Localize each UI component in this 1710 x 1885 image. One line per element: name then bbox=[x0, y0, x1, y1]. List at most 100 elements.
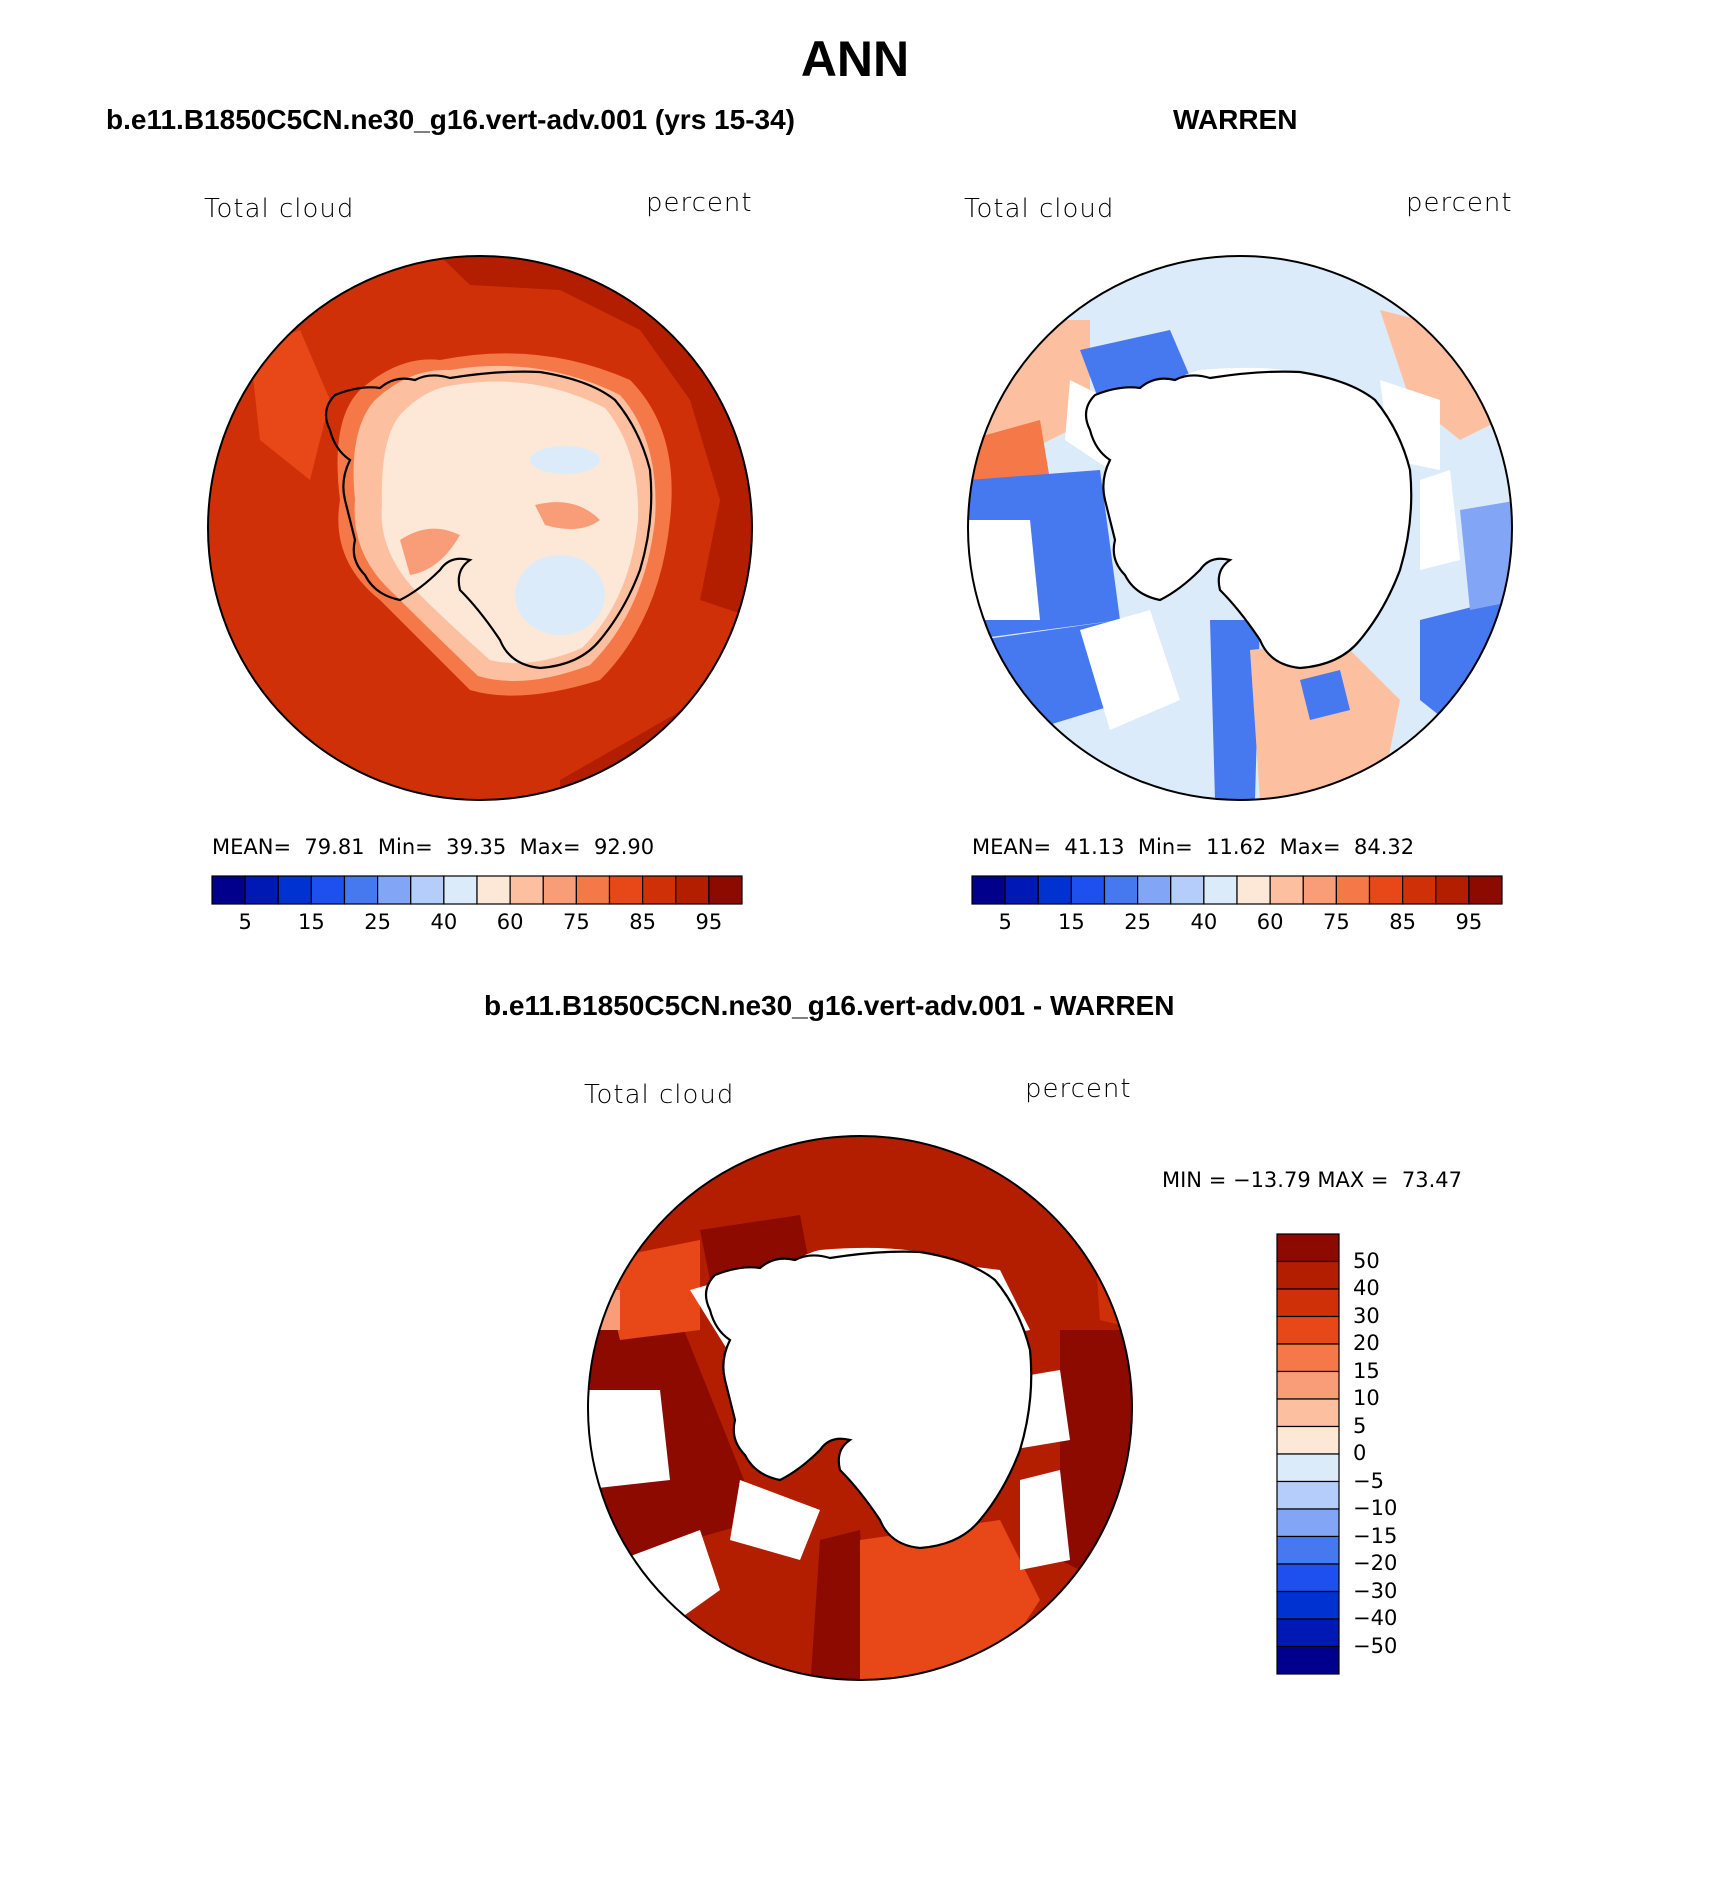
colorbar-tick-label: 0 bbox=[1353, 1441, 1367, 1465]
panel2-map-border bbox=[967, 255, 1513, 801]
colorbar-box bbox=[310, 875, 346, 905]
panel3-units-label: percent bbox=[1025, 1074, 1132, 1104]
colorbar-tick-label: 95 bbox=[695, 910, 723, 934]
panel1-case-title: b.e11.B1850C5CN.ne30_g16.vert-adv.001 (y… bbox=[106, 104, 795, 135]
colorbar-tick-label: 30 bbox=[1353, 1303, 1380, 1328]
colorbar-box bbox=[1368, 875, 1404, 905]
colorbar-box bbox=[1269, 875, 1304, 905]
colorbar-box bbox=[708, 875, 743, 905]
panel1-stats: MEAN= 79.81 Min= 39.35 Max= 92.90 bbox=[212, 835, 655, 859]
panel2-case-title: WARREN bbox=[1173, 104, 1298, 135]
panel2-map bbox=[968, 256, 1512, 800]
panel2-coastline bbox=[1084, 370, 1413, 670]
colorbar-tick-label: 20 bbox=[1353, 1331, 1380, 1355]
colorbar-box bbox=[244, 875, 279, 905]
figure-title: ANN bbox=[800, 31, 910, 87]
panel2-variable-label: Total cloud bbox=[964, 194, 1115, 224]
panel2-units-label: percent bbox=[1406, 188, 1513, 218]
colorbar-box bbox=[1103, 875, 1139, 905]
panel3-case-title: b.e11.B1850C5CN.ne30_g16.vert-adv.001 - … bbox=[484, 990, 1175, 1021]
colorbar-tick-label: 85 bbox=[629, 910, 656, 934]
colorbar-box bbox=[1276, 1645, 1340, 1675]
colorbar-box bbox=[575, 875, 611, 905]
panel3-coastline bbox=[704, 1250, 1033, 1550]
colorbar-tick-label: 5 bbox=[998, 910, 1012, 934]
colorbar-tick-label: 25 bbox=[364, 910, 391, 934]
colorbar-box bbox=[1276, 1453, 1340, 1483]
colorbar-box bbox=[642, 875, 677, 905]
colorbar-box bbox=[971, 875, 1006, 905]
colorbar-box bbox=[1276, 1398, 1340, 1428]
colorbar-tick-label: 15 bbox=[298, 910, 325, 934]
colorbar-box bbox=[1137, 875, 1172, 905]
colorbar-box bbox=[211, 875, 246, 905]
colorbar-box bbox=[343, 875, 379, 905]
panel1-coastline bbox=[324, 370, 653, 670]
colorbar-tick-label: 75 bbox=[563, 910, 590, 934]
colorbar-box bbox=[1276, 1590, 1340, 1620]
colorbar-box bbox=[542, 875, 577, 905]
colorbar-box bbox=[1276, 1535, 1340, 1565]
colorbar-box bbox=[1276, 1480, 1340, 1510]
colorbar-tick-label: 75 bbox=[1323, 910, 1350, 934]
colorbar-box bbox=[509, 875, 544, 905]
colorbar-tick-label: 60 bbox=[496, 910, 524, 934]
colorbar-tick-label: 15 bbox=[1353, 1358, 1380, 1383]
colorbar-tick-label: 5 bbox=[238, 910, 252, 934]
colorbar-box bbox=[1302, 875, 1337, 905]
colorbar-tick-label: 5 bbox=[1353, 1413, 1367, 1438]
colorbar-box bbox=[1276, 1618, 1340, 1648]
panel1-map bbox=[208, 256, 752, 800]
panel3-map-border bbox=[587, 1135, 1133, 1681]
colorbar-box bbox=[476, 875, 511, 905]
colorbar-tick-label: 95 bbox=[1455, 910, 1483, 934]
colorbar-tick-label: −40 bbox=[1353, 1606, 1398, 1630]
colorbar-box bbox=[1276, 1288, 1340, 1318]
colorbar-tick-label: 15 bbox=[1058, 910, 1085, 934]
colorbar-tick-label: −15 bbox=[1353, 1523, 1398, 1548]
colorbar-tick-label: −50 bbox=[1353, 1633, 1398, 1658]
colorbar-box bbox=[675, 875, 710, 905]
colorbar-box bbox=[1276, 1343, 1340, 1373]
colorbar-box bbox=[1335, 875, 1371, 905]
colorbar-box bbox=[1276, 1508, 1340, 1538]
colorbar-box bbox=[410, 875, 445, 905]
colorbar-box bbox=[277, 875, 312, 905]
colorbar-box bbox=[377, 875, 412, 905]
colorbar-box bbox=[1236, 875, 1271, 905]
colorbar-tick-label: 40 bbox=[1353, 1276, 1380, 1300]
panel1-colorbar bbox=[211, 875, 743, 905]
colorbar-tick-label: −20 bbox=[1353, 1551, 1398, 1575]
colorbar-tick-label: 25 bbox=[1124, 910, 1151, 934]
panel1-units-label: percent bbox=[646, 188, 753, 218]
panel1-map-border bbox=[207, 255, 753, 801]
colorbar-tick-label: 40 bbox=[1190, 910, 1218, 934]
colorbar-box bbox=[1004, 875, 1039, 905]
colorbar-box bbox=[1276, 1563, 1340, 1593]
colorbar-box bbox=[1276, 1425, 1340, 1455]
panel2-colorbar bbox=[971, 875, 1503, 905]
colorbar-tick-label: −10 bbox=[1353, 1496, 1398, 1520]
colorbar-tick-label: −5 bbox=[1353, 1468, 1384, 1493]
panel1-variable-label: Total cloud bbox=[204, 194, 355, 224]
panel3-variable-label: Total cloud bbox=[584, 1080, 735, 1110]
colorbar-tick-label: 85 bbox=[1389, 910, 1416, 934]
colorbar-box bbox=[608, 875, 644, 905]
panel3-minmax: MIN = −13.79 MAX = 73.47 bbox=[1162, 1168, 1462, 1192]
colorbar-tick-label: 60 bbox=[1256, 910, 1284, 934]
colorbar-box bbox=[1203, 875, 1238, 905]
colorbar-box bbox=[1276, 1233, 1340, 1263]
colorbar-box bbox=[1037, 875, 1072, 905]
colorbar-box bbox=[1468, 875, 1503, 905]
panel3-map bbox=[588, 1136, 1132, 1680]
colorbar-tick-label: 40 bbox=[430, 910, 458, 934]
panel2-stats: MEAN= 41.13 Min= 11.62 Max= 84.32 bbox=[972, 835, 1415, 859]
colorbar-box bbox=[1276, 1315, 1340, 1345]
colorbar-box bbox=[1402, 875, 1437, 905]
panel3-colorbar bbox=[1276, 1233, 1340, 1675]
colorbar-tick-label: 10 bbox=[1353, 1386, 1380, 1410]
colorbar-box bbox=[1170, 875, 1205, 905]
colorbar-box bbox=[1276, 1260, 1340, 1290]
colorbar-tick-label: 50 bbox=[1353, 1248, 1380, 1273]
colorbar-box bbox=[1435, 875, 1470, 905]
